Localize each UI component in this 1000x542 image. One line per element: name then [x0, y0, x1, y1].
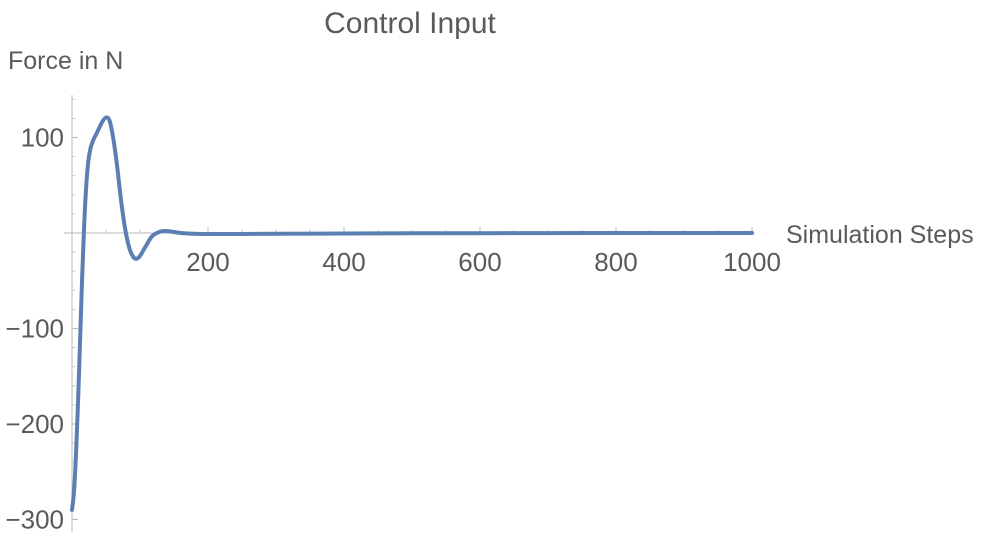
x-tick-label: 1000: [723, 247, 781, 277]
chart-title: Control Input: [324, 7, 496, 40]
tick-label-layer: 200 400 600 800 1000 −300 −200 −100 100: [5, 123, 781, 535]
y-tick-label: −100: [5, 314, 64, 344]
x-tick-label: 400: [322, 247, 365, 277]
series-layer: [70, 115, 754, 512]
ticks-layer: [72, 98, 753, 520]
y-tick-label: −200: [5, 409, 64, 439]
x-tick-label: 200: [186, 247, 229, 277]
x-tick-label: 800: [594, 247, 637, 277]
series-line-0: [70, 115, 754, 512]
y-axis-label: Force in N: [8, 47, 123, 75]
y-tick-label: 100: [21, 123, 64, 153]
axes-layer: [64, 95, 752, 532]
x-axis-label: Simulation Steps: [786, 221, 974, 249]
y-tick-label: −300: [5, 505, 64, 535]
x-tick-label: 600: [458, 247, 501, 277]
